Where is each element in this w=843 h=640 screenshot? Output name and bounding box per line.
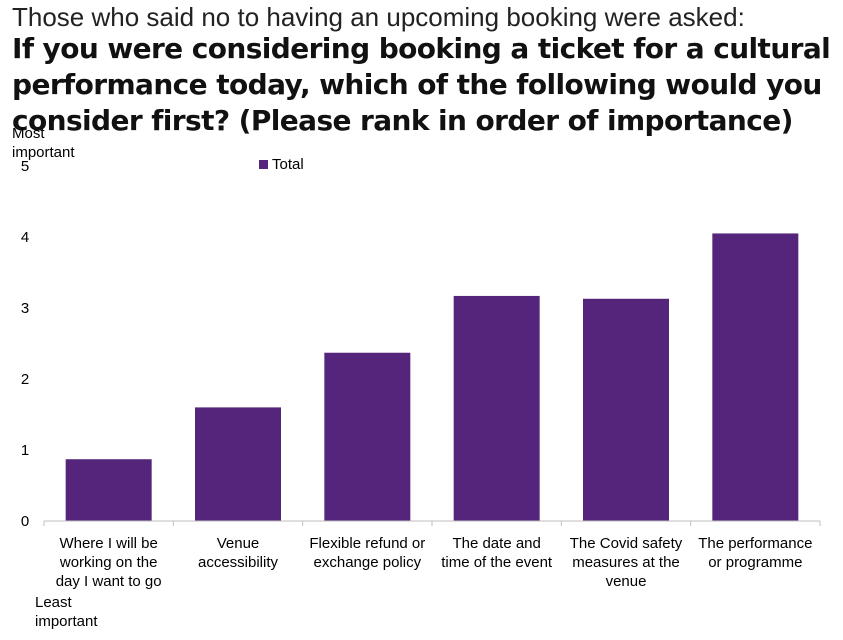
x-tick-label: Flexible refund or exchange policy — [309, 535, 425, 571]
annotation-line: important — [12, 144, 75, 161]
y-axis-bottom-annotation: Least important — [35, 593, 98, 631]
legend-swatch — [259, 160, 268, 169]
annotation-line: Least — [35, 594, 72, 611]
chart-title: If you were considering booking a ticket… — [12, 32, 831, 137]
y-tick-label: 2 — [21, 371, 29, 388]
bar — [324, 352, 411, 521]
bar — [712, 233, 799, 521]
bar — [583, 298, 669, 521]
chart-intro: Those who said no to having an upcoming … — [12, 2, 745, 32]
y-tick-label: 5 — [21, 158, 29, 175]
y-axis-top-annotation: Most important — [12, 124, 75, 162]
x-tick-label: The Covid safety measures at the venue — [570, 535, 683, 590]
y-tick-label: 3 — [21, 300, 29, 317]
x-tick-label: The performance or programme — [698, 535, 812, 571]
chart-legend: Total — [259, 156, 304, 173]
annotation-line: important — [35, 613, 98, 630]
bar — [453, 295, 540, 521]
y-tick-label: 4 — [21, 229, 29, 246]
bar — [65, 459, 152, 521]
y-tick-label: 0 — [21, 513, 29, 530]
y-tick-label: 1 — [21, 442, 29, 459]
x-tick-label: Venue accessibility — [198, 535, 279, 571]
legend-label: Total — [272, 156, 304, 173]
annotation-line: Most — [12, 125, 45, 142]
bar — [195, 407, 281, 521]
x-tick-label: Where I will be working on the day I want … — [56, 535, 162, 590]
x-tick-label: The date and time of the event — [441, 535, 553, 571]
